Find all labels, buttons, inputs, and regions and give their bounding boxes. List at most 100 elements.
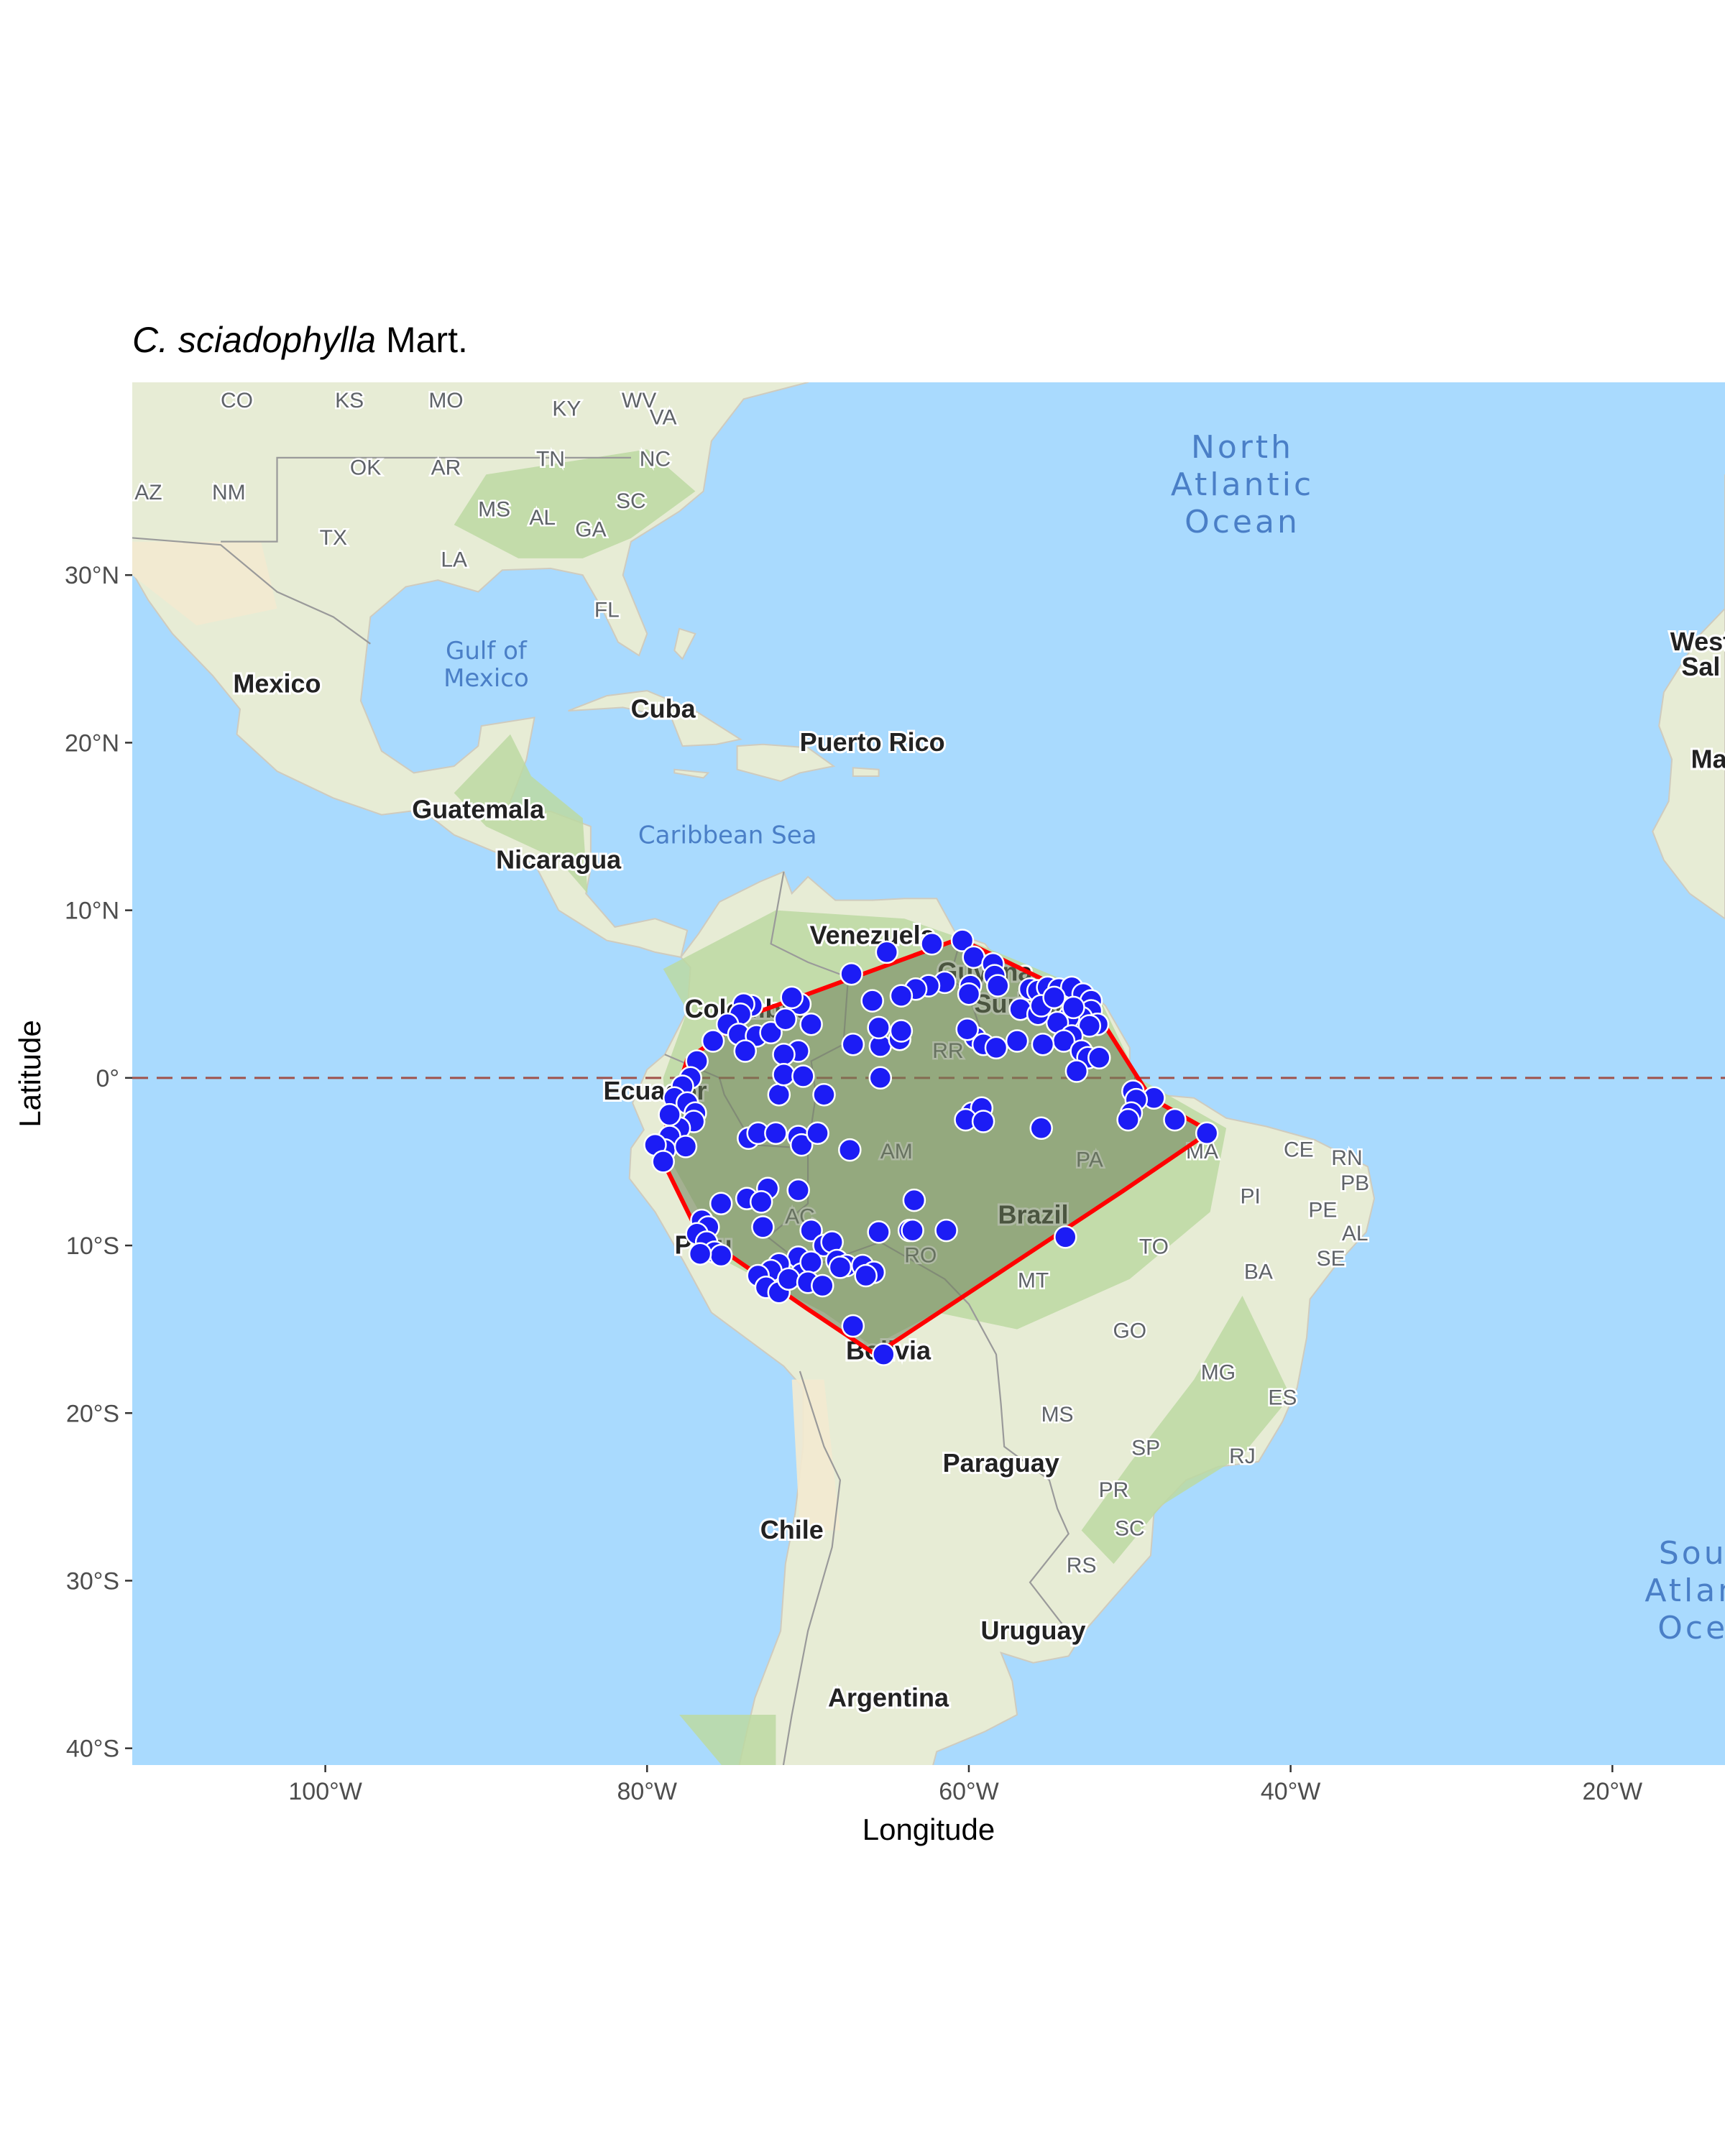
occurrence-point	[957, 982, 981, 1006]
state-label-12: MS	[478, 498, 510, 522]
occurrence-point	[1064, 1059, 1089, 1083]
state-label-13: AL	[529, 506, 556, 530]
ocean-label-0-0: North	[1191, 429, 1294, 466]
occurrence-point	[1163, 1107, 1187, 1132]
occurrence-point	[1031, 1032, 1055, 1056]
state-label-4: KY	[552, 397, 581, 421]
x-tick-label: 60°W	[939, 1778, 999, 1805]
occurrence-point	[872, 1342, 896, 1366]
y-tick-label: 10°N	[65, 898, 119, 925]
occurrence-point	[860, 989, 884, 1013]
country-label-5: Venezuela	[810, 920, 936, 949]
occurrence-point	[950, 929, 975, 952]
state-label-33: BA	[1244, 1261, 1273, 1284]
occurrence-point	[1195, 1121, 1219, 1146]
y-tick-label: 40°S	[66, 1736, 119, 1763]
state-label-9: NC	[640, 448, 671, 471]
country-label-15: Uruguay	[980, 1616, 1085, 1645]
occurrence-point	[749, 1190, 773, 1214]
occurrence-point	[1042, 985, 1066, 1010]
occurrence-point	[1062, 995, 1085, 1020]
occurrence-point	[841, 1314, 865, 1338]
country-label-14: Chile	[760, 1515, 824, 1544]
occurrence-point	[986, 974, 1010, 998]
occurrence-point	[1005, 1029, 1029, 1053]
state-label-40: RJ	[1229, 1445, 1256, 1468]
country-label-2: Puerto Rico	[800, 727, 945, 757]
landmass-8	[673, 627, 696, 660]
occurrence-point	[868, 1066, 893, 1090]
state-label-28: PI	[1240, 1185, 1260, 1209]
occurrence-point	[828, 1256, 852, 1279]
ocean-label-0-1: Atlantic	[1171, 466, 1314, 503]
forest-region-1	[454, 734, 588, 894]
occurrence-point	[984, 1036, 1008, 1060]
occurrence-point	[806, 1121, 829, 1146]
state-label-8: TN	[536, 448, 565, 471]
occurrence-point	[875, 940, 899, 964]
forest-region-4	[679, 1715, 776, 1765]
occurrence-point	[658, 1102, 681, 1127]
y-tick-label: 30°N	[65, 562, 119, 589]
sea-label-0-0: Gulf of	[446, 637, 528, 665]
landmass-6	[673, 768, 710, 779]
map-panel[interactable]: NorthAtlanticOceanSouAtlanOceGulf ofMexi…	[52, 374, 1725, 1782]
occurrence-point	[1054, 1225, 1077, 1249]
occurrence-point	[673, 1135, 698, 1158]
country-label-17: West	[1670, 627, 1725, 656]
y-tick-label: 30°S	[66, 1567, 119, 1595]
state-label-32: TO	[1139, 1235, 1169, 1259]
state-label-41: PR	[1099, 1478, 1129, 1502]
country-border-2	[782, 1370, 842, 1765]
ocean-label-1-0: Sou	[1659, 1535, 1725, 1572]
occurrence-point	[799, 1218, 823, 1243]
sea-label-0-1: Mexico	[443, 664, 529, 693]
state-label-31: SE	[1317, 1247, 1346, 1271]
country-border-1	[221, 456, 631, 543]
state-label-26: RN	[1331, 1146, 1362, 1170]
sea-label-1-0: Caribbean Sea	[638, 821, 817, 849]
y-tick-label: 10°S	[66, 1233, 119, 1260]
state-label-10: AZ	[134, 481, 162, 505]
country-label-18: Sal	[1681, 652, 1720, 681]
state-label-39: SP	[1131, 1437, 1160, 1460]
occurrence-point	[780, 985, 804, 1010]
occurrence-point	[709, 1243, 733, 1268]
occurrence-point	[811, 1273, 834, 1298]
state-label-14: SC	[616, 489, 646, 513]
state-label-34: MT	[1018, 1268, 1049, 1292]
country-label-1: Cuba	[631, 694, 696, 723]
occurrence-point	[764, 1121, 788, 1146]
state-label-3: WV	[622, 389, 656, 413]
plot-title: C. sciadophylla Mart.	[132, 319, 468, 361]
state-label-36: MG	[1201, 1361, 1236, 1385]
occurrence-point	[688, 1242, 712, 1266]
occurrence-point	[854, 1263, 878, 1288]
occurrence-point	[840, 962, 863, 986]
forest-region-2	[454, 449, 696, 558]
state-label-37: ES	[1268, 1386, 1297, 1410]
occurrence-point	[759, 1021, 783, 1045]
ocean-label-1-2: Oce	[1657, 1610, 1725, 1646]
country-label-19: Ma	[1691, 744, 1725, 773]
occurrence-point	[889, 984, 914, 1008]
species-author: Mart.	[385, 320, 468, 360]
landmass-7	[852, 767, 880, 777]
state-label-42: SC	[1115, 1516, 1145, 1540]
x-tick-label: 20°W	[1583, 1778, 1643, 1805]
state-label-0: CO	[221, 389, 253, 413]
landmass-3	[1652, 474, 1725, 920]
occurrence-point	[812, 1082, 836, 1107]
state-label-35: GO	[1113, 1319, 1146, 1342]
occurrence-point	[889, 1019, 914, 1043]
x-tick-label: 80°W	[617, 1778, 678, 1805]
country-label-13: Paraguay	[943, 1448, 1059, 1478]
axes: 100°W 80°W 60°W 40°W 20°W 30°N 20°N 10°N 0° 10°S 2…	[65, 562, 1642, 1805]
occurrence-point	[1087, 1046, 1111, 1070]
occurrence-point	[651, 1150, 675, 1174]
state-label-1: KS	[335, 389, 364, 413]
country-label-4: Nicaragua	[496, 844, 622, 874]
occurrence-point	[789, 1133, 814, 1157]
x-tick-label: 40°W	[1261, 1778, 1321, 1805]
occurrence-point	[838, 1138, 862, 1162]
